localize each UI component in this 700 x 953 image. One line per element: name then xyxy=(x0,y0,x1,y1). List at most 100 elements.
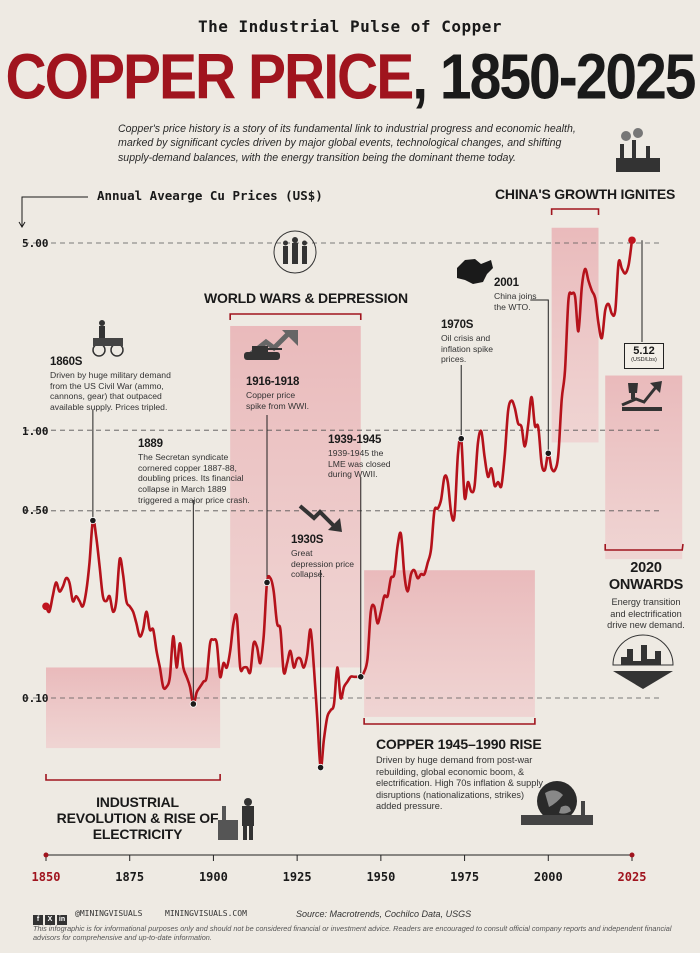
marker-1850 xyxy=(42,602,50,611)
title-red: COPPER PRICE xyxy=(5,41,414,113)
globe-industry-icon xyxy=(521,781,593,825)
bracket-wars xyxy=(229,313,362,320)
title-black: , 1850-2025 xyxy=(412,41,696,113)
annotation-leaders xyxy=(92,240,643,768)
annotation-2001-heading: 2001 xyxy=(494,277,519,289)
x-tick-1875: 1875 xyxy=(115,870,145,884)
marker-1894 xyxy=(189,700,197,708)
x-tick-1925: 1925 xyxy=(282,870,312,884)
annotation-1860s: 1860S Driven by huge military demand fro… xyxy=(50,356,174,413)
annotation-1970s-body: Oil crisis and inflation spike prices. xyxy=(441,333,494,365)
trophy-chart-icon xyxy=(621,381,662,411)
marker-1974 xyxy=(457,435,465,443)
leader-2001 xyxy=(530,299,549,454)
x-axis-end-dot-1850 xyxy=(43,852,49,858)
current-price-badge: 5.12 (USD/Lbs) xyxy=(624,343,664,369)
annotation-1939: 1939-1945 1939-1945 the LME was closed d… xyxy=(328,434,398,480)
y-tick-0-5: 0.50 xyxy=(22,504,49,517)
annotation-1916-heading: 1916-1918 xyxy=(246,376,300,388)
tank-arrow-icon xyxy=(244,330,298,360)
annotation-2001-body: China joins the WTO. xyxy=(494,291,537,312)
x-axis xyxy=(43,852,635,861)
factory-icon xyxy=(616,128,660,172)
section-2020: 2020 ONWARDS Energy transition and elect… xyxy=(604,560,688,632)
marker-2000 xyxy=(544,449,552,457)
x-tick-1975: 1975 xyxy=(450,870,480,884)
site-link[interactable]: MININGVISUALS.COM xyxy=(165,909,247,918)
section-rise: COPPER 1945–1990 RISE Driven by huge dem… xyxy=(376,736,546,813)
sunburst-city-icon xyxy=(612,634,674,689)
annotation-1939-heading: 1939-1945 xyxy=(328,434,382,446)
marker-1944 xyxy=(357,673,365,681)
y-tick-5: 5.00 xyxy=(22,237,49,250)
page-title: COPPER PRICE, 1850-2025 xyxy=(0,40,700,114)
x-tick-2000: 2000 xyxy=(533,870,563,884)
era-band-1 xyxy=(230,325,361,668)
china-map-icon xyxy=(457,259,493,284)
bracket-2020 xyxy=(604,543,684,551)
annotation-1970s-heading: 1970S xyxy=(441,319,474,331)
annotation-1889-body: The Secretan syndicate cornered copper 1… xyxy=(138,452,250,505)
annotation-1939-body: 1939-1945 the LME was closed during WWII… xyxy=(328,448,391,480)
section-china: CHINA'S GROWTH IGNITES xyxy=(495,186,676,202)
y-axis-label: Annual Avearge Cu Prices (US$) xyxy=(97,188,323,203)
disclaimer: This infographic is for informational pu… xyxy=(33,924,672,943)
soldiers-icon xyxy=(273,230,317,274)
annotation-1916-body: Copper price spike from WWI. xyxy=(246,390,310,411)
annotation-1930s-heading: 1930S xyxy=(291,534,324,546)
annotation-2001: 2001 China joins the WTO. xyxy=(494,277,546,312)
section-2020-title: 2020 ONWARDS xyxy=(608,560,684,593)
annotation-1860s-body: Driven by huge military demand from the … xyxy=(50,370,171,413)
x-tick-1950: 1950 xyxy=(366,870,396,884)
annotation-1930s: 1930S Great depression price collapse. xyxy=(291,534,355,580)
marker-1916 xyxy=(263,578,271,587)
section-wars: WORLD WARS & DEPRESSION xyxy=(204,290,408,306)
annotation-1860s-heading: 1860S xyxy=(50,356,83,368)
marker-2025 xyxy=(628,236,636,245)
era-band-0 xyxy=(46,667,221,749)
ylabel-arrowhead-icon xyxy=(18,221,26,228)
y-tick-0-1: 0.10 xyxy=(22,692,49,705)
bracket-china xyxy=(550,208,600,215)
bracket-industrial xyxy=(45,774,221,781)
era-band-4 xyxy=(605,375,683,560)
section-rise-title: COPPER 1945–1990 RISE xyxy=(376,736,542,752)
annotation-1889: 1889 The Secretan syndicate cornered cop… xyxy=(138,438,256,506)
down-trend-arrow-icon xyxy=(298,504,342,532)
era-band-2 xyxy=(364,570,535,717)
marker-1864 xyxy=(89,516,97,525)
era-band-3 xyxy=(551,227,599,443)
annotation-1930s-body: Great depression price collapse. xyxy=(291,548,355,580)
section-industrial: INDUSTRIAL REVOLUTION & RISE OF ELECTRIC… xyxy=(56,794,219,843)
marker-1932 xyxy=(316,763,325,772)
x-tick-2025: 2025 xyxy=(617,870,647,884)
facebook-icon[interactable]: f xyxy=(33,915,43,925)
x-axis-end-dot-2025 xyxy=(629,852,635,858)
source-note: Source: Macrotrends, Cochilco Data, USGS xyxy=(296,909,472,919)
price-series-line xyxy=(44,238,634,770)
badge-value: 5.12 xyxy=(633,345,655,357)
x-icon[interactable]: X xyxy=(45,915,55,925)
era-brackets xyxy=(45,208,684,781)
bracket-rise xyxy=(363,718,536,725)
linkedin-icon[interactable]: in xyxy=(57,915,67,925)
annotation-1970s: 1970S Oil crisis and inflation spike pri… xyxy=(441,319,501,365)
x-tick-1850: 1850 xyxy=(31,870,61,884)
cannon-soldier-icon xyxy=(92,320,124,357)
ylabel-arrow-icon xyxy=(21,196,88,226)
worker-icon xyxy=(218,798,254,840)
annotation-1916: 1916-1918 Copper price spike from WWI. xyxy=(246,376,316,411)
x-tick-1900: 1900 xyxy=(198,870,228,884)
intro-text: Copper's price history is a story of its… xyxy=(118,123,576,164)
y-tick-1: 1.00 xyxy=(22,425,49,438)
badge-unit: (USD/Lbs) xyxy=(631,357,657,363)
social-handle[interactable]: @MININGVISUALS xyxy=(75,909,143,918)
event-markers xyxy=(42,236,636,772)
annotation-1889-heading: 1889 xyxy=(138,438,163,450)
section-rise-body: Driven by huge demand from post-war rebu… xyxy=(376,755,543,812)
era-bands xyxy=(46,227,683,749)
section-2020-body: Energy transition and electrification dr… xyxy=(607,597,685,631)
kicker: The Industrial Pulse of Copper xyxy=(198,17,502,36)
